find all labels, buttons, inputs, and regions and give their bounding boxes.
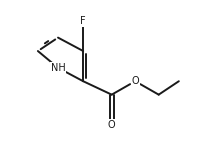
Text: O: O <box>131 76 139 86</box>
Text: F: F <box>80 16 86 26</box>
Text: NH: NH <box>51 63 65 73</box>
Text: O: O <box>108 120 116 130</box>
